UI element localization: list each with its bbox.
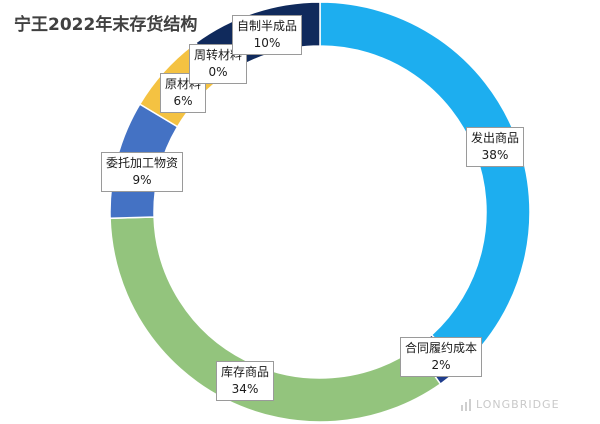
label-name: 周转材料 xyxy=(194,48,243,62)
data-label-outsourced-materials: 委托加工物资 9% xyxy=(101,152,184,192)
label-name: 委托加工物资 xyxy=(106,156,179,170)
data-label-inventory-goods: 库存商品 34% xyxy=(216,361,275,401)
label-percent: 0% xyxy=(208,65,228,79)
donut-slice-0 xyxy=(319,1,531,369)
label-name: 发出商品 xyxy=(471,131,520,145)
label-percent: 38% xyxy=(481,148,509,162)
data-label-shipped-goods: 发出商品 38% xyxy=(466,127,525,167)
label-percent: 6% xyxy=(173,94,193,108)
label-percent: 9% xyxy=(132,173,152,187)
label-percent: 2% xyxy=(431,358,451,372)
data-label-raw-materials: 原材料 6% xyxy=(160,73,207,113)
label-percent: 10% xyxy=(253,36,281,50)
label-percent: 34% xyxy=(231,382,259,396)
watermark-text: LONGBRIDGE xyxy=(476,398,560,411)
chart-title: 宁王2022年末存货结构 xyxy=(14,15,198,35)
donut-slice-2 xyxy=(109,216,442,423)
data-label-contract-cost: 合同履约成本 2% xyxy=(400,337,483,377)
data-label-semi-finished: 自制半成品 10% xyxy=(232,15,303,55)
longbridge-logo-icon xyxy=(461,399,471,411)
label-name: 库存商品 xyxy=(221,365,270,379)
label-name: 自制半成品 xyxy=(237,19,298,33)
label-name: 合同履约成本 xyxy=(405,341,478,355)
